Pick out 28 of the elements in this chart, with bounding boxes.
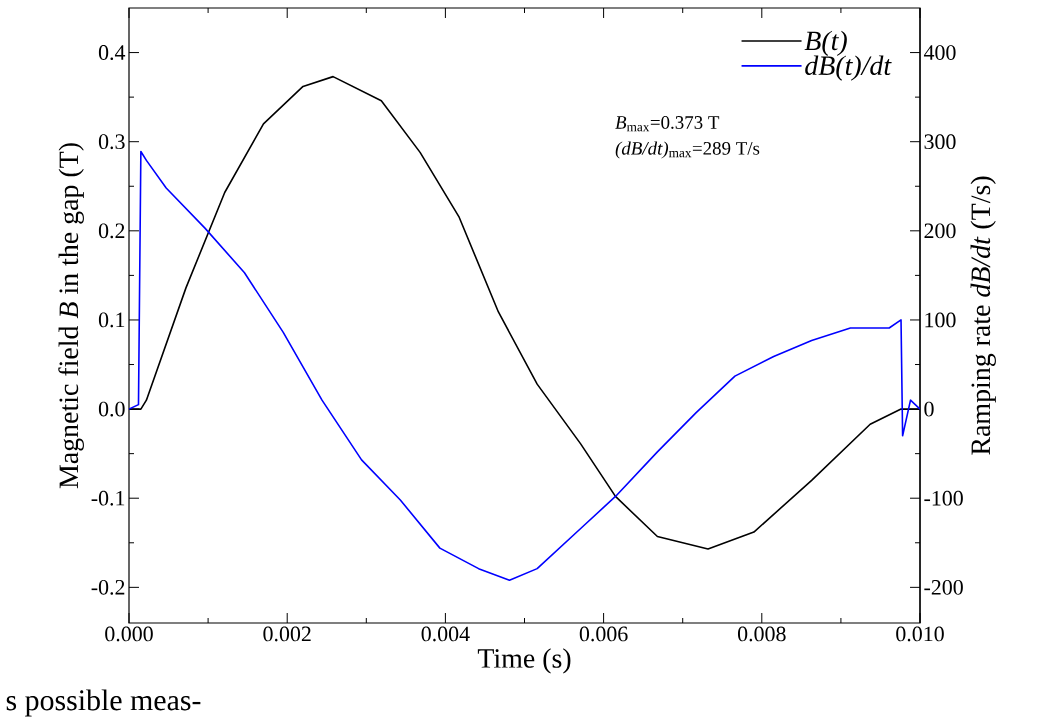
legend-label: dB(t)/dt [805, 55, 892, 81]
y-tick-label: 0.0 [98, 401, 125, 417]
x-tick-label: 0.000 [105, 626, 153, 642]
x-tick-label: 0.008 [737, 626, 786, 642]
x-tick-label: 0.004 [421, 626, 470, 642]
y-tick-label: 0.4 [98, 45, 126, 61]
y2-tick-label: -200 [924, 579, 963, 595]
annotation: B$_{max}$=0.373 T [615, 116, 720, 132]
y-tick-label: 0.3 [98, 134, 125, 150]
x-axis-title: Time (s) [477, 648, 571, 674]
x-tick-label: 0.002 [263, 626, 311, 642]
y-tick-label: 0.1 [98, 312, 125, 328]
y2-tick-label: -100 [924, 490, 963, 506]
x-tick-label: 0.006 [579, 626, 628, 642]
y2-tick-label: 0 [924, 401, 934, 417]
y2-tick-label: 400 [923, 45, 956, 60]
y2-tick-label: 200 [924, 223, 956, 239]
y-tick-label: -0.2 [91, 579, 125, 595]
y-tick-label: 0.2 [98, 223, 125, 239]
y-tick-label: -0.1 [91, 490, 125, 506]
y2-tick-label: 300 [924, 134, 956, 150]
legend-label: B(t) [804, 30, 847, 56]
x-tick-label: 0.010 [896, 626, 944, 642]
text: s possible meas- [6, 689, 201, 717]
y-axis-title: Magnetic field B in the gap (T) [58, 143, 84, 489]
y2-tick-label: 100 [925, 312, 956, 328]
y2-axis-title: Ramping rate dB/dt (T/s) [970, 176, 996, 455]
annotation: (dB/dt)$_{max}$=289 T/s [615, 141, 760, 159]
